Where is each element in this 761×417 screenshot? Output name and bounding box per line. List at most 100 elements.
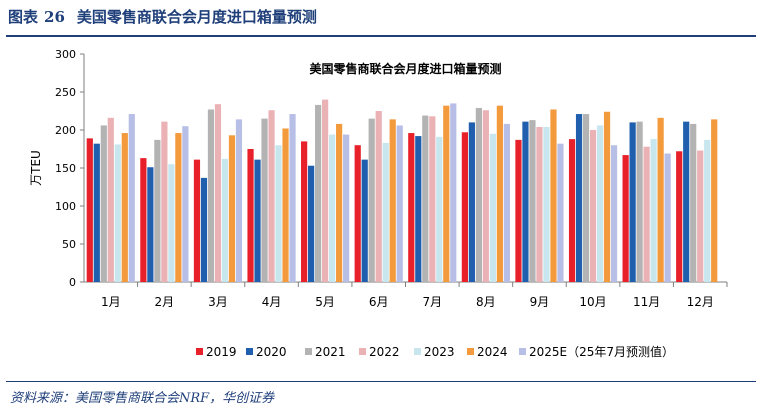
bar-10-2021: [582, 114, 590, 282]
x-tick-label: 7月: [422, 295, 442, 309]
bar-6-2025E: [396, 125, 403, 282]
bar-7-2025E: [450, 103, 457, 283]
bar-1-2023: [114, 144, 121, 282]
bar-3-2020: [200, 177, 208, 282]
bar-6-2019: [354, 145, 361, 282]
bar-5-2021: [315, 104, 322, 282]
header-rule: [6, 35, 756, 37]
legend-label: 2019: [206, 345, 237, 359]
bar-6-2020: [361, 159, 368, 282]
y-tick-label: 0: [69, 276, 76, 289]
bar-2-2020: [147, 167, 154, 282]
bar-11-2023: [650, 139, 657, 282]
bar-3-2022: [214, 104, 222, 282]
bar-8-2025E: [503, 123, 510, 282]
legend-swatch: [467, 348, 474, 355]
legend-swatch: [519, 348, 526, 355]
bar-12-2019: [676, 151, 683, 282]
bar-11-2022: [643, 146, 650, 282]
bar-11-2020: [629, 122, 636, 283]
x-tick-label: 12月: [687, 295, 714, 309]
bar-1-2025E: [128, 114, 135, 282]
bar-8-2021: [475, 107, 482, 283]
bar-9-2025E: [557, 143, 564, 282]
source-note: 资料来源：美国零售商联合会NRF，华创证券: [10, 391, 275, 406]
bar-10-2022: [589, 130, 597, 282]
bar-2-2022: [161, 121, 168, 282]
legend-swatch: [359, 348, 366, 355]
legend-label: 2021: [315, 345, 346, 359]
bar-8-2020: [468, 122, 475, 283]
bar-2-2024: [175, 133, 182, 282]
bar-10-2024: [603, 111, 611, 282]
bar-1-2024: [121, 133, 128, 282]
y-tick-label: 100: [55, 200, 76, 213]
y-tick-label: 150: [55, 162, 76, 175]
bar-9-2023: [543, 126, 550, 283]
bar-2-2019: [140, 158, 147, 282]
bar-6-2024: [389, 119, 396, 282]
bar-10-2020: [575, 114, 583, 282]
chart-title: 美国零售商联合会月度进口箱量预测: [309, 61, 501, 76]
bar-6-2023: [382, 142, 389, 282]
bar-8-2023: [489, 133, 496, 282]
x-tick-label: 8月: [476, 295, 496, 309]
bar-12-2023: [704, 139, 711, 282]
legend-swatch: [246, 348, 253, 355]
legend-swatch: [196, 348, 203, 355]
figure-header: 图表 26 美国零售商联合会月度进口箱量预测: [0, 0, 761, 36]
bar-4-2021: [261, 118, 268, 282]
bar-9-2021: [529, 120, 536, 283]
bar-1-2019: [86, 138, 93, 282]
bar-7-2024: [443, 105, 450, 283]
bar-10-2023: [596, 125, 604, 282]
legend-swatch: [305, 348, 312, 355]
bar-7-2022: [429, 116, 436, 282]
bar-4-2022: [268, 110, 275, 283]
bar-12-2020: [683, 121, 690, 282]
bar-11-2024: [657, 117, 664, 282]
bar-11-2019: [622, 155, 629, 282]
bar-12-2022: [697, 150, 704, 282]
x-tick-label: 5月: [315, 295, 335, 309]
bar-8-2024: [496, 105, 503, 283]
bar-4-2019: [247, 149, 254, 282]
figure-title: 图表 26 美国零售商联合会月度进口箱量预测: [8, 6, 317, 27]
legend-swatch: [414, 348, 421, 355]
y-axis-label: 万TEU: [29, 150, 43, 186]
bar-7-2021: [422, 115, 429, 282]
bar-8-2019: [461, 132, 468, 282]
bar-7-2019: [408, 133, 415, 282]
legend-label: 2025E（25年7月预测值）: [529, 344, 674, 359]
x-tick-label: 4月: [262, 295, 282, 309]
bar-5-2024: [336, 123, 343, 282]
bar-4-2020: [254, 159, 261, 282]
x-tick-label: 2月: [155, 295, 175, 309]
figure-title-text: 美国零售商联合会月度进口箱量预测: [76, 8, 317, 26]
figure-label: 图表: [8, 8, 39, 26]
bar-3-2021: [207, 109, 215, 282]
legend-label: 2020: [256, 345, 287, 359]
x-tick-label: 3月: [208, 295, 228, 309]
bar-3-2024: [228, 135, 236, 282]
bar-2-2023: [168, 164, 175, 282]
bar-7-2020: [415, 136, 422, 282]
bar-12-2024: [711, 119, 718, 282]
bar-9-2022: [536, 126, 543, 283]
bar-1-2021: [100, 125, 107, 282]
bar-6-2022: [375, 111, 382, 282]
legend-label: 2024: [477, 345, 508, 359]
bar-2-2025E: [182, 126, 189, 282]
legend-label: 2022: [369, 345, 400, 359]
bar-1-2022: [107, 117, 114, 282]
figure-number: 26: [44, 8, 65, 26]
y-tick-label: 300: [55, 48, 76, 61]
bar-3-2019: [193, 159, 201, 282]
x-tick-label: 10月: [579, 295, 606, 309]
bar-7-2023: [436, 136, 443, 282]
bar-5-2020: [308, 165, 315, 282]
bar-9-2020: [522, 121, 529, 282]
bar-3-2025E: [235, 119, 243, 282]
bar-5-2023: [329, 134, 336, 282]
